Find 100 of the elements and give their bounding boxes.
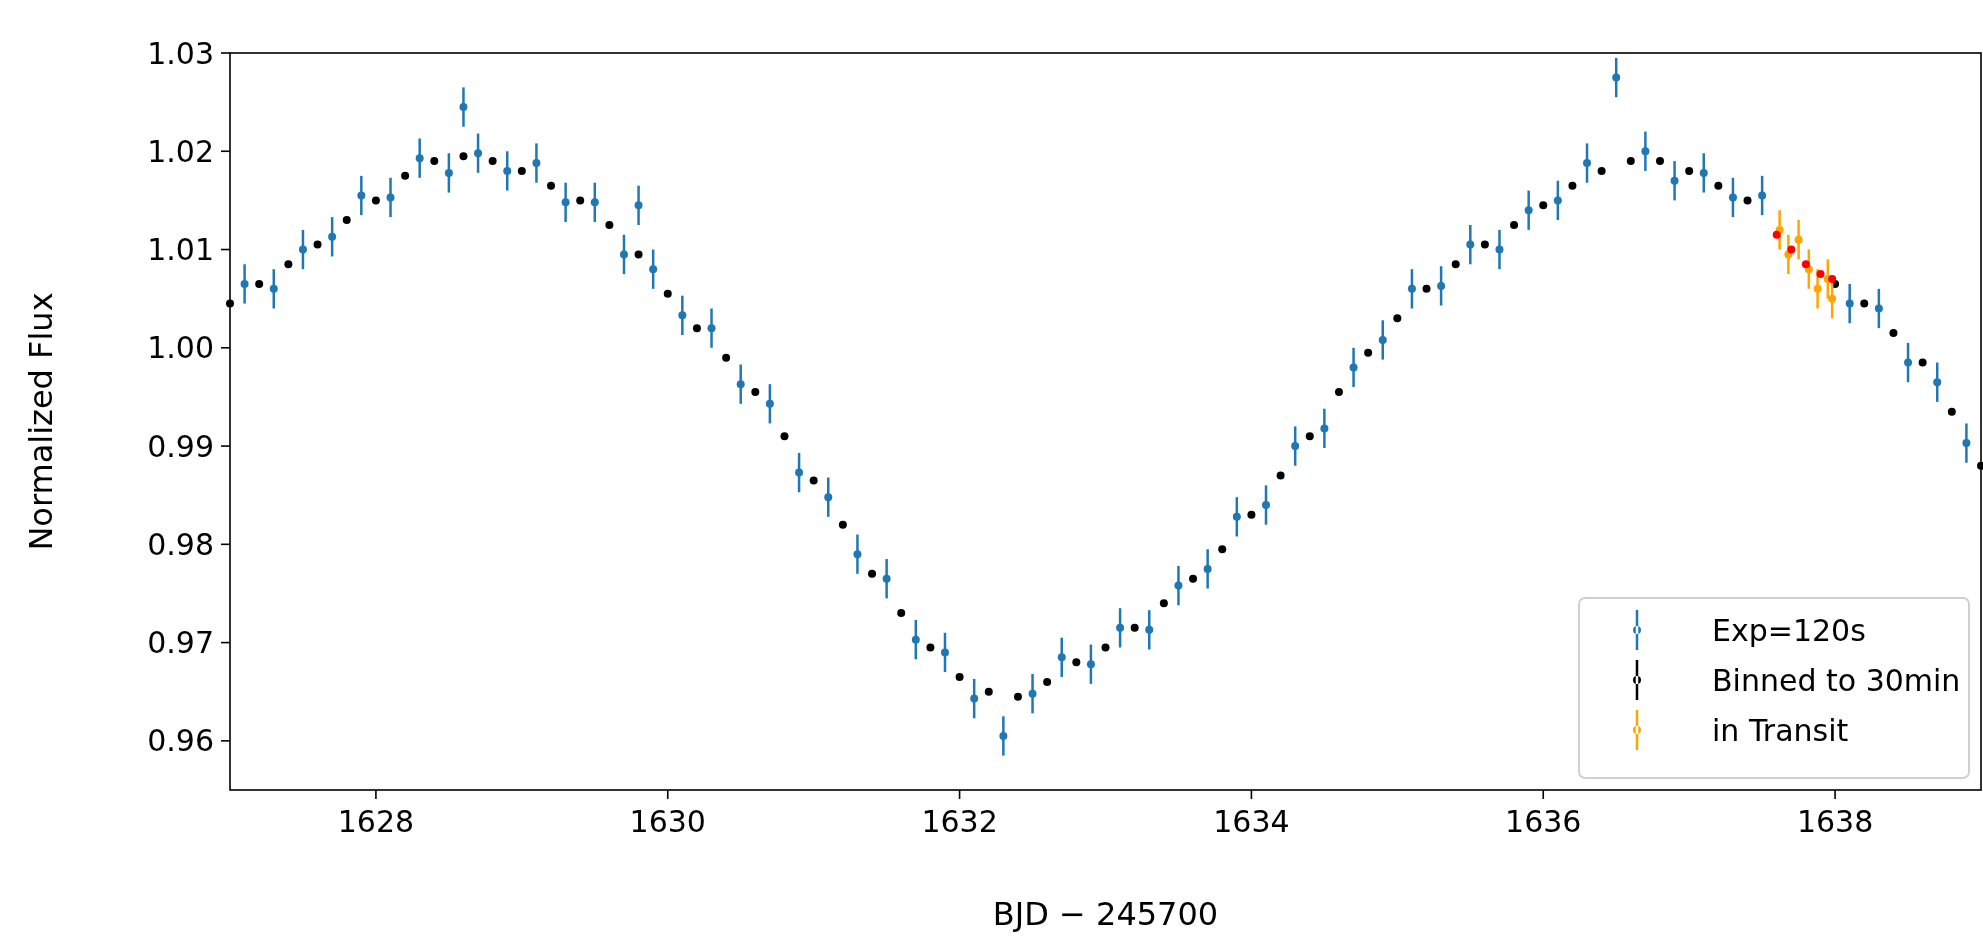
point — [838, 520, 847, 529]
point — [1480, 240, 1489, 249]
point — [1349, 363, 1358, 372]
point — [1422, 284, 1431, 293]
point — [736, 380, 745, 389]
x-tick-label: 1634 — [1213, 804, 1290, 839]
point — [809, 476, 818, 485]
point — [824, 493, 833, 502]
point — [605, 220, 614, 229]
point — [1320, 424, 1329, 433]
point — [1728, 193, 1737, 202]
point — [386, 193, 395, 202]
point — [576, 196, 585, 205]
point — [1247, 510, 1256, 519]
point — [1262, 501, 1271, 510]
point — [1583, 159, 1592, 168]
point — [678, 311, 687, 320]
point — [1816, 270, 1825, 279]
x-tick-label: 1638 — [1796, 804, 1874, 839]
point — [1612, 73, 1621, 82]
point — [780, 432, 789, 441]
point — [1874, 304, 1883, 313]
point — [1813, 284, 1822, 293]
point — [1203, 564, 1212, 573]
x-tick-label: 1632 — [921, 804, 998, 839]
point — [634, 250, 643, 259]
point — [1828, 294, 1837, 303]
point — [401, 171, 410, 180]
point — [1524, 206, 1533, 215]
point — [868, 569, 877, 578]
legend-label: Binned to 30min — [1712, 662, 1961, 698]
point — [619, 250, 628, 259]
point — [1013, 692, 1022, 701]
point — [547, 181, 556, 190]
point — [240, 279, 249, 288]
legend-label: in Transit — [1712, 712, 1849, 748]
point — [284, 260, 293, 269]
x-axis-title: BJD − 245700 — [992, 895, 1219, 933]
point — [634, 201, 643, 210]
point — [1334, 388, 1343, 397]
point — [1860, 299, 1869, 308]
point — [1845, 299, 1854, 308]
point — [1568, 181, 1577, 190]
point — [1159, 599, 1168, 608]
point — [1305, 432, 1314, 441]
point — [269, 284, 278, 293]
point — [1553, 196, 1562, 205]
point — [1174, 581, 1183, 590]
point — [955, 672, 964, 681]
point — [1685, 166, 1694, 175]
point — [561, 198, 570, 207]
point — [1699, 168, 1708, 177]
point — [1116, 623, 1125, 632]
point — [298, 245, 307, 254]
point — [970, 694, 979, 703]
point — [488, 157, 497, 166]
point — [1218, 545, 1227, 554]
point — [1276, 471, 1285, 480]
point — [503, 166, 512, 175]
y-axis-title: Normalized Flux — [22, 292, 60, 551]
point — [1787, 245, 1796, 254]
point — [765, 399, 774, 408]
point — [255, 279, 264, 288]
point — [999, 731, 1008, 740]
point — [1539, 201, 1548, 210]
point — [328, 232, 337, 241]
point — [1378, 335, 1387, 344]
legend-label: Exp=120s — [1712, 612, 1866, 648]
point — [1641, 147, 1650, 156]
point — [1904, 358, 1913, 367]
point — [1918, 358, 1927, 367]
point — [430, 157, 439, 166]
point — [415, 154, 424, 163]
point — [1597, 166, 1606, 175]
point — [1232, 512, 1241, 521]
point — [1437, 281, 1446, 290]
point — [590, 198, 599, 207]
y-tick-label: 1.00 — [147, 330, 214, 366]
point — [1291, 442, 1300, 451]
point — [1189, 574, 1198, 583]
point — [1101, 643, 1110, 652]
point — [1057, 653, 1066, 662]
point — [1072, 658, 1081, 667]
point — [1364, 348, 1373, 357]
x-tick-label: 1630 — [629, 804, 706, 839]
point — [459, 152, 468, 161]
y-tick-label: 0.98 — [147, 526, 214, 562]
point — [313, 240, 322, 249]
point — [1130, 623, 1139, 632]
point — [1028, 689, 1037, 698]
point — [1714, 181, 1723, 190]
point — [1145, 625, 1154, 634]
point — [1947, 407, 1956, 416]
point — [751, 388, 760, 397]
point — [1086, 660, 1095, 669]
point — [1772, 230, 1781, 239]
point — [532, 159, 541, 168]
point — [897, 609, 906, 618]
point — [1801, 260, 1810, 269]
point — [1451, 260, 1460, 269]
